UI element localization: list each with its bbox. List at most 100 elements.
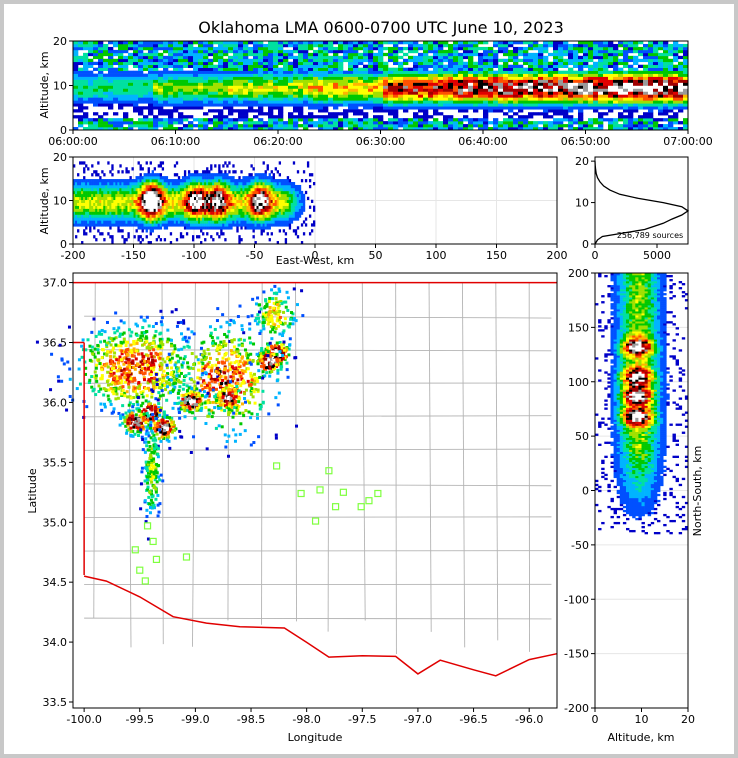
density-cell — [458, 46, 464, 51]
density-cell — [393, 118, 399, 122]
density-cell — [188, 43, 194, 48]
density-cell — [216, 199, 219, 203]
density-cell — [453, 67, 459, 71]
density-cell — [113, 182, 116, 186]
density-cell — [543, 82, 549, 86]
density-cell — [233, 43, 239, 48]
density-cell — [323, 46, 329, 51]
density-cell — [628, 127, 634, 131]
density-cell — [149, 232, 152, 236]
density-cell — [113, 127, 119, 131]
density-cell — [338, 124, 344, 128]
density-cell — [548, 121, 554, 125]
density-cell — [123, 85, 129, 89]
density-cell — [188, 70, 194, 74]
density-cell — [232, 205, 235, 209]
density-cell — [683, 118, 689, 122]
density-cell — [73, 85, 79, 89]
density-cell — [240, 217, 243, 221]
density-cell — [483, 112, 489, 116]
density-cell — [213, 76, 219, 80]
density-cell — [246, 220, 249, 224]
density-cell — [147, 205, 150, 209]
density-cell — [111, 187, 114, 192]
density-cell — [598, 106, 604, 110]
density-cell — [161, 208, 165, 212]
density-cell — [149, 176, 152, 180]
density-cell — [658, 103, 664, 107]
density-cell — [168, 41, 174, 45]
density-cell — [258, 127, 264, 131]
density-cell — [268, 43, 274, 48]
density-cell — [678, 103, 684, 107]
density-cell — [210, 196, 213, 201]
density-cell — [438, 49, 444, 54]
density-cell — [643, 76, 649, 80]
density-cell — [243, 91, 249, 95]
density-cell — [173, 179, 177, 183]
density-cell — [173, 94, 179, 98]
density-cell — [268, 73, 274, 77]
density-cell — [568, 106, 574, 110]
density-cell — [147, 241, 150, 245]
density-cell — [523, 94, 529, 98]
density-cell — [628, 70, 634, 74]
density-cell — [308, 46, 314, 51]
density-cell — [157, 202, 161, 206]
density-cell — [93, 67, 99, 71]
density-cell — [548, 70, 554, 74]
density-cell — [193, 46, 199, 51]
density-cell — [478, 94, 484, 98]
density-cell — [518, 97, 524, 101]
density-cell — [608, 79, 614, 83]
density-cell — [598, 52, 604, 57]
density-cell — [453, 64, 459, 68]
density-cell — [198, 61, 204, 66]
density-cell — [210, 176, 213, 180]
density-cell — [169, 187, 173, 192]
density-cell — [498, 97, 504, 101]
density-cell — [393, 52, 399, 57]
density-cell — [243, 127, 249, 131]
density-cell — [138, 127, 144, 131]
density-cell — [175, 211, 179, 215]
density-cell — [159, 164, 163, 168]
density-cell — [98, 70, 104, 74]
density-cell — [168, 115, 174, 119]
density-cell — [333, 49, 339, 54]
density-cell — [198, 94, 204, 98]
density-cell — [518, 67, 524, 71]
density-cell — [167, 214, 171, 218]
density-cell — [248, 184, 251, 189]
density-cell — [228, 61, 234, 66]
density-cell — [438, 41, 444, 45]
density-cell — [428, 124, 434, 128]
density-cell — [149, 173, 152, 177]
density-cell — [603, 85, 609, 89]
density-cell — [618, 73, 624, 77]
density-cell — [177, 190, 181, 195]
density-cell — [473, 43, 479, 48]
density-cell — [168, 76, 174, 80]
density-cell — [178, 43, 184, 48]
density-cell — [244, 190, 247, 195]
density-cell — [220, 170, 223, 174]
density-cell — [206, 217, 209, 221]
density-cell — [363, 79, 369, 83]
density-cell — [333, 112, 339, 116]
density-cell — [163, 97, 169, 101]
density-cell — [103, 100, 109, 104]
density-cell — [463, 115, 469, 119]
density-cell — [218, 58, 224, 63]
density-cell — [243, 76, 249, 80]
y-tick-label: 10 — [53, 80, 67, 93]
density-cell — [413, 58, 419, 63]
density-cell — [473, 61, 479, 66]
density-cell — [278, 79, 284, 83]
density-cell — [191, 184, 195, 189]
density-cell — [119, 193, 122, 198]
density-cell — [198, 79, 204, 83]
density-cell — [243, 88, 249, 92]
density-cell — [633, 103, 639, 107]
density-cell — [175, 214, 179, 218]
